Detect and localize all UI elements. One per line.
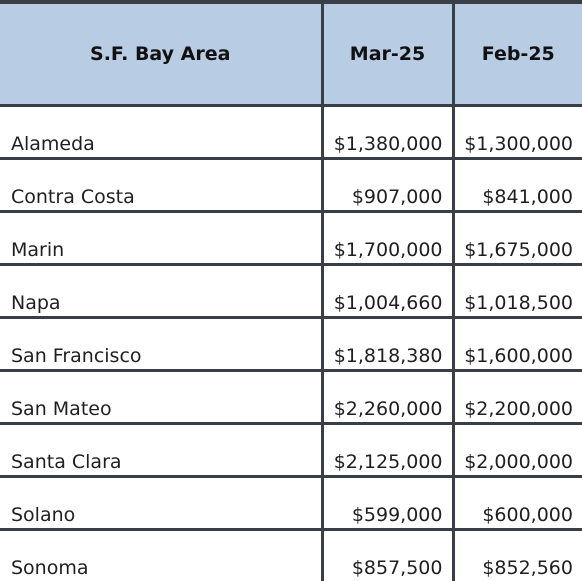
feb-25-cell: $1,675,000 (453, 212, 582, 265)
header-mar-25: Mar-25 (322, 2, 453, 106)
table-row: Sonoma $857,500 $852,560 (0, 530, 582, 581)
mar-25-cell: $907,000 (322, 159, 453, 212)
region-cell: San Francisco (0, 318, 322, 371)
table-row: Alameda $1,380,000 $1,300,000 (0, 106, 582, 159)
mar-25-cell: $599,000 (322, 477, 453, 530)
feb-25-cell: $1,300,000 (453, 106, 582, 159)
region-cell: Napa (0, 265, 322, 318)
mar-25-cell: $1,380,000 (322, 106, 453, 159)
feb-25-cell: $841,000 (453, 159, 582, 212)
feb-25-cell: $1,600,000 (453, 318, 582, 371)
header-row: S.F. Bay Area Mar-25 Feb-25 (0, 2, 582, 106)
region-cell: Marin (0, 212, 322, 265)
header-region: S.F. Bay Area (0, 2, 322, 106)
mar-25-cell: $1,004,660 (322, 265, 453, 318)
table-row: Marin $1,700,000 $1,675,000 (0, 212, 582, 265)
region-cell: Alameda (0, 106, 322, 159)
table-row: San Francisco $1,818,380 $1,600,000 (0, 318, 582, 371)
feb-25-cell: $2,000,000 (453, 424, 582, 477)
region-cell: San Mateo (0, 371, 322, 424)
mar-25-cell: $2,260,000 (322, 371, 453, 424)
region-cell: Contra Costa (0, 159, 322, 212)
feb-25-cell: $1,018,500 (453, 265, 582, 318)
mar-25-cell: $2,125,000 (322, 424, 453, 477)
table-row: Contra Costa $907,000 $841,000 (0, 159, 582, 212)
mar-25-cell: $1,700,000 (322, 212, 453, 265)
table-header: S.F. Bay Area Mar-25 Feb-25 (0, 2, 582, 106)
table-row: Solano $599,000 $600,000 (0, 477, 582, 530)
table-row: Santa Clara $2,125,000 $2,000,000 (0, 424, 582, 477)
table-body: Alameda $1,380,000 $1,300,000 Contra Cos… (0, 106, 582, 581)
region-cell: Solano (0, 477, 322, 530)
feb-25-cell: $852,560 (453, 530, 582, 581)
feb-25-cell: $600,000 (453, 477, 582, 530)
table-row: Napa $1,004,660 $1,018,500 (0, 265, 582, 318)
region-cell: Sonoma (0, 530, 322, 581)
mar-25-cell: $1,818,380 (322, 318, 453, 371)
region-cell: Santa Clara (0, 424, 322, 477)
feb-25-cell: $2,200,000 (453, 371, 582, 424)
table-row: San Mateo $2,260,000 $2,200,000 (0, 371, 582, 424)
header-feb-25: Feb-25 (453, 2, 582, 106)
mar-25-cell: $857,500 (322, 530, 453, 581)
